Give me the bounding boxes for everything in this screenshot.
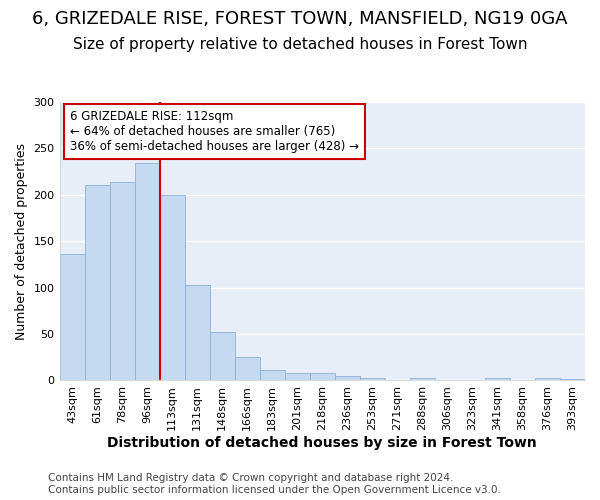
Text: 6 GRIZEDALE RISE: 112sqm
← 64% of detached houses are smaller (765)
36% of semi-: 6 GRIZEDALE RISE: 112sqm ← 64% of detach… [70,110,359,154]
Y-axis label: Number of detached properties: Number of detached properties [15,142,28,340]
Bar [335,376,360,380]
Bar [285,373,310,380]
Bar [410,378,435,380]
Bar [485,378,510,380]
Bar [185,285,209,380]
Bar [110,182,134,380]
Bar [260,370,285,380]
Text: Size of property relative to detached houses in Forest Town: Size of property relative to detached ho… [73,38,527,52]
Bar [560,378,585,380]
Bar [535,378,560,380]
X-axis label: Distribution of detached houses by size in Forest Town: Distribution of detached houses by size … [107,436,537,450]
Text: Contains HM Land Registry data © Crown copyright and database right 2024.
Contai: Contains HM Land Registry data © Crown c… [48,474,501,495]
Bar [134,164,160,380]
Bar [160,195,185,380]
Bar [209,332,235,380]
Bar [59,254,85,380]
Bar [235,358,260,380]
Text: 6, GRIZEDALE RISE, FOREST TOWN, MANSFIELD, NG19 0GA: 6, GRIZEDALE RISE, FOREST TOWN, MANSFIEL… [32,10,568,28]
Bar [310,373,335,380]
Bar [85,184,110,380]
Bar [360,378,385,380]
